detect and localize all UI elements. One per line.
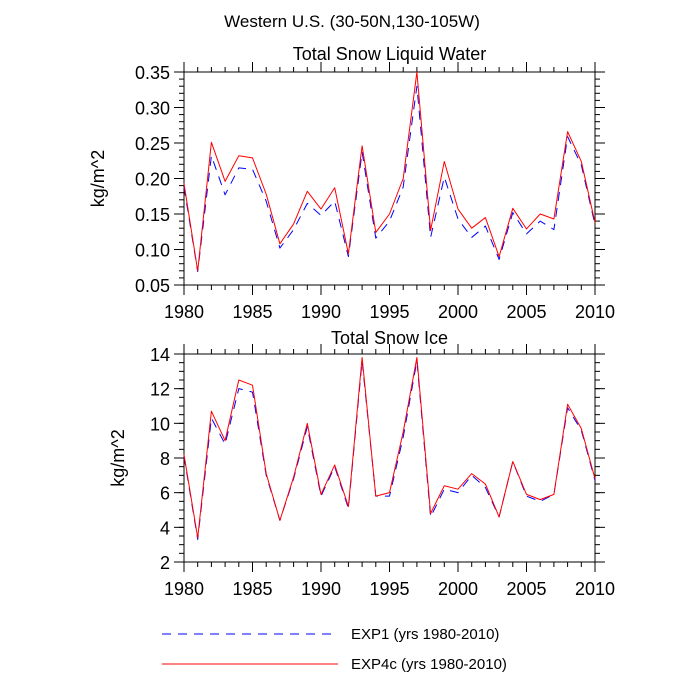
x-tick-label: 1995 bbox=[369, 579, 409, 599]
legend-entry-exp4c: EXP4c (yrs 1980-2010) bbox=[162, 656, 507, 673]
x-tick-label: 2005 bbox=[506, 579, 546, 599]
x-tick-label: 2005 bbox=[506, 302, 546, 322]
figure-title: Western U.S. (30-50N,130-105W) bbox=[224, 12, 480, 31]
axis-ticks bbox=[174, 344, 605, 572]
y-tick-label: 10 bbox=[150, 414, 170, 434]
y-tick-label: 2 bbox=[160, 553, 170, 573]
y-tick-label: 14 bbox=[150, 345, 170, 365]
series-line-exp4c bbox=[183, 71, 596, 272]
x-tick-label: 1980 bbox=[164, 579, 204, 599]
x-tick-label: 2010 bbox=[575, 302, 615, 322]
chart-panel-liquid-water: Total Snow Liquid Water kg/m^2 0.05 0.10 0.1… bbox=[88, 44, 615, 322]
x-tick-label: 1985 bbox=[232, 302, 272, 322]
legend: EXP1 (yrs 1980-2010) EXP4c (yrs 1980-201… bbox=[162, 626, 507, 673]
chart-title: Total Snow Ice bbox=[331, 328, 448, 348]
legend-label-exp1: EXP1 (yrs 1980-2010) bbox=[351, 626, 499, 643]
y-tick-label: 12 bbox=[150, 380, 170, 400]
y-tick-label: 8 bbox=[160, 449, 170, 469]
x-tick-label: 2010 bbox=[575, 579, 615, 599]
legend-label-exp4c: EXP4c (yrs 1980-2010) bbox=[351, 656, 507, 673]
x-tick-label: 2000 bbox=[438, 579, 478, 599]
y-tick-label: 0.35 bbox=[135, 63, 170, 83]
series-line-exp4c bbox=[183, 356, 596, 539]
y-tick-label: 0.15 bbox=[135, 205, 170, 225]
y-tick-label: 6 bbox=[160, 484, 170, 504]
y-axis-label: kg/m^2 bbox=[88, 150, 108, 207]
chart-title: Total Snow Liquid Water bbox=[293, 44, 486, 64]
series-line-exp1 bbox=[183, 360, 596, 540]
chart-panel-snow-ice: Total Snow Ice kg/m^2 2 4 6 8 10 12 14 1980 1985 19… bbox=[108, 328, 615, 599]
y-axis-label: kg/m^2 bbox=[108, 429, 128, 486]
x-tick-label: 1990 bbox=[301, 302, 341, 322]
x-tick-label: 1995 bbox=[369, 302, 409, 322]
x-tick-label: 1985 bbox=[232, 579, 272, 599]
y-tick-label: 0.05 bbox=[135, 276, 170, 296]
y-tick-label: 0.25 bbox=[135, 134, 170, 154]
y-tick-label: 0.10 bbox=[135, 241, 170, 261]
y-tick-label: 0.30 bbox=[135, 99, 170, 119]
y-tick-label: 0.20 bbox=[135, 170, 170, 190]
plot-frame bbox=[183, 71, 596, 286]
legend-entry-exp1: EXP1 (yrs 1980-2010) bbox=[162, 626, 499, 643]
x-tick-label: 1990 bbox=[301, 579, 341, 599]
x-tick-label: 2000 bbox=[438, 302, 478, 322]
axis-ticks bbox=[174, 62, 605, 295]
plot-frame bbox=[183, 353, 596, 563]
y-tick-label: 4 bbox=[160, 518, 170, 538]
series-line-exp1 bbox=[183, 85, 596, 273]
x-tick-label: 1980 bbox=[164, 302, 204, 322]
